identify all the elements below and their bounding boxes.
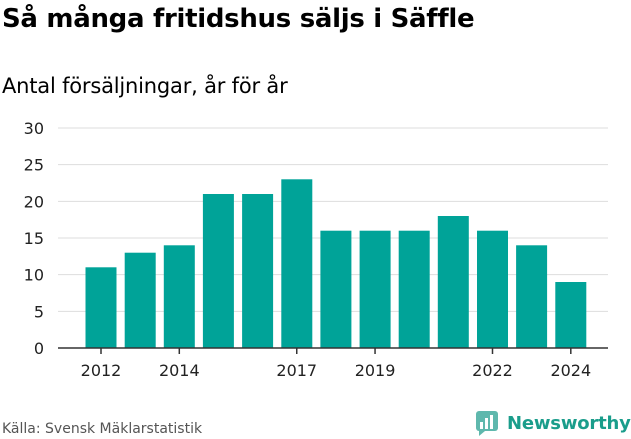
bar-2024 (555, 282, 587, 348)
y-tick-label: 30 (24, 119, 44, 138)
bar-2018 (320, 230, 352, 348)
bar-2014 (163, 245, 195, 348)
y-tick-label: 0 (34, 339, 44, 358)
y-axis-ticks: 0 5 10 15 20 25 30 (24, 119, 44, 358)
bar-2015 (202, 194, 234, 348)
bar-2022 (477, 230, 508, 348)
bar-chart: 0 5 10 15 20 25 30 2012 2014 2017 2019 2022 2024 (24, 119, 608, 380)
y-tick-label: 10 (24, 266, 44, 285)
x-tick-label: 2022 (472, 361, 513, 380)
chart-title: Så många fritidshus säljs i Säffle (2, 4, 475, 34)
x-axis-ticks: 2012 2014 2017 2019 2022 2024 (58, 347, 608, 380)
x-tick-label: 2017 (276, 361, 317, 380)
newsworthy-logo-icon (476, 411, 498, 436)
bar-2023 (516, 245, 548, 348)
bar-2017 (281, 179, 313, 348)
y-tick-label: 25 (24, 156, 44, 175)
x-tick-label: 2014 (159, 361, 200, 380)
source-note: Källa: Svensk Mäklarstatistik (2, 421, 203, 437)
bar-2019 (359, 230, 391, 348)
x-tick-label: 2019 (355, 361, 396, 380)
brand-logo[interactable]: Newsworthy (475, 410, 631, 436)
chart-subtitle: Antal försäljningar, år för år (2, 74, 288, 98)
y-tick-label: 15 (24, 229, 44, 248)
bar-2016 (242, 194, 274, 348)
bar-2020 (398, 230, 430, 348)
x-tick-label: 2024 (550, 361, 591, 380)
y-tick-label: 20 (24, 192, 44, 211)
bar-2021 (437, 216, 469, 348)
brand-name: Newsworthy (507, 412, 631, 434)
x-tick-label: 2012 (81, 361, 122, 380)
y-tick-label: 5 (34, 302, 44, 321)
bars (85, 179, 587, 348)
bar-2012 (85, 267, 117, 348)
bar-2013 (124, 252, 156, 348)
